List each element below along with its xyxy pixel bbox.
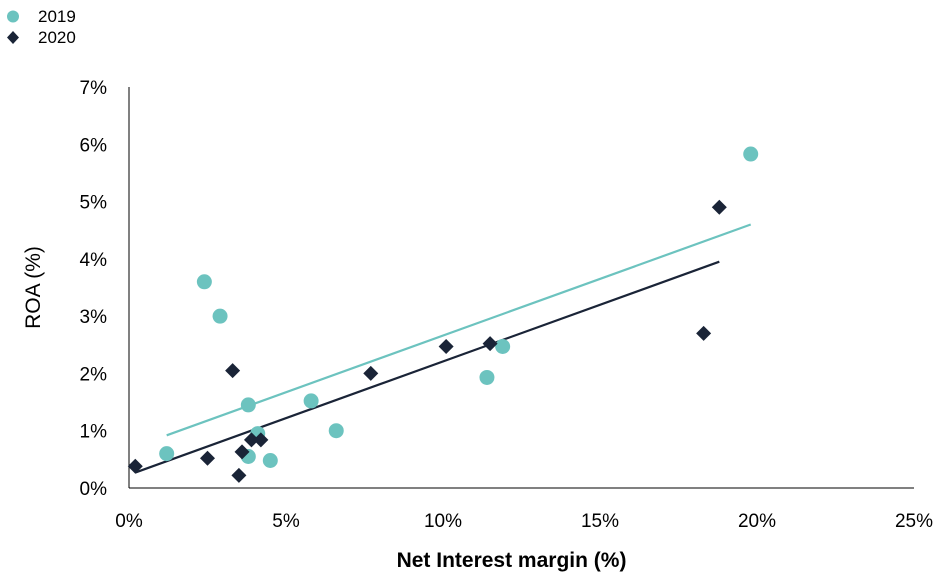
- point-2020: [231, 467, 247, 483]
- legend-item-2020[interactable]: 2020: [6, 27, 76, 48]
- y-tick-label: 3%: [80, 307, 108, 328]
- point-2019: [240, 397, 256, 413]
- point-2020: [438, 339, 454, 355]
- trendline-2019: [166, 223, 752, 437]
- trendline-2020: [134, 260, 720, 474]
- data-points: [127, 146, 759, 483]
- x-tick-label: 10%: [424, 511, 462, 532]
- x-tick-label: 15%: [581, 511, 619, 532]
- y-tick-label: 5%: [80, 193, 108, 214]
- point-2020: [363, 365, 379, 381]
- y-tick-label: 4%: [80, 250, 108, 271]
- trendlines: [134, 223, 752, 474]
- legend-label-2020: 2020: [38, 28, 76, 47]
- axes: [128, 87, 914, 489]
- point-2019: [495, 339, 511, 355]
- y-tick-label: 1%: [80, 422, 108, 443]
- point-2019: [262, 453, 278, 469]
- y-tick-label: 6%: [80, 135, 108, 156]
- point-2019: [479, 369, 495, 385]
- point-2019: [303, 393, 319, 409]
- x-tick-label: 25%: [895, 511, 933, 532]
- x-tick-label: 20%: [738, 511, 776, 532]
- circle-marker-icon: [7, 10, 19, 23]
- tick-labels: 0% 5% 10% 15% 20% 25% 0% 1% 2% 3% 4% 5% 6% 7%: [80, 78, 934, 532]
- diamond-marker-icon: [7, 31, 19, 44]
- point-2020: [711, 199, 727, 215]
- point-2020: [234, 444, 250, 460]
- point-2019: [328, 423, 344, 439]
- point-2020: [225, 363, 241, 379]
- point-2020: [243, 432, 259, 448]
- y-tick-label: 7%: [80, 78, 108, 99]
- point-2020: [200, 450, 215, 466]
- point-2019: [212, 308, 228, 324]
- x-tick-label: 5%: [272, 511, 300, 532]
- y-tick-label: 2%: [80, 364, 108, 385]
- legend: 2019 2020: [6, 6, 76, 48]
- point-2020: [127, 458, 143, 474]
- legend-label-2019: 2019: [38, 7, 76, 26]
- point-2019: [159, 446, 175, 462]
- point-2019: [743, 146, 759, 162]
- x-tick-label: 0%: [115, 511, 143, 532]
- x-axis-title: Net Interest margin (%): [397, 549, 627, 572]
- y-tick-label: 0%: [80, 479, 108, 500]
- point-2020: [253, 432, 269, 448]
- point-2020: [482, 336, 498, 352]
- y-axis-title: ROA (%): [22, 246, 45, 329]
- point-2020: [696, 325, 712, 341]
- legend-item-2019[interactable]: 2019: [6, 6, 76, 27]
- point-2019: [196, 274, 212, 290]
